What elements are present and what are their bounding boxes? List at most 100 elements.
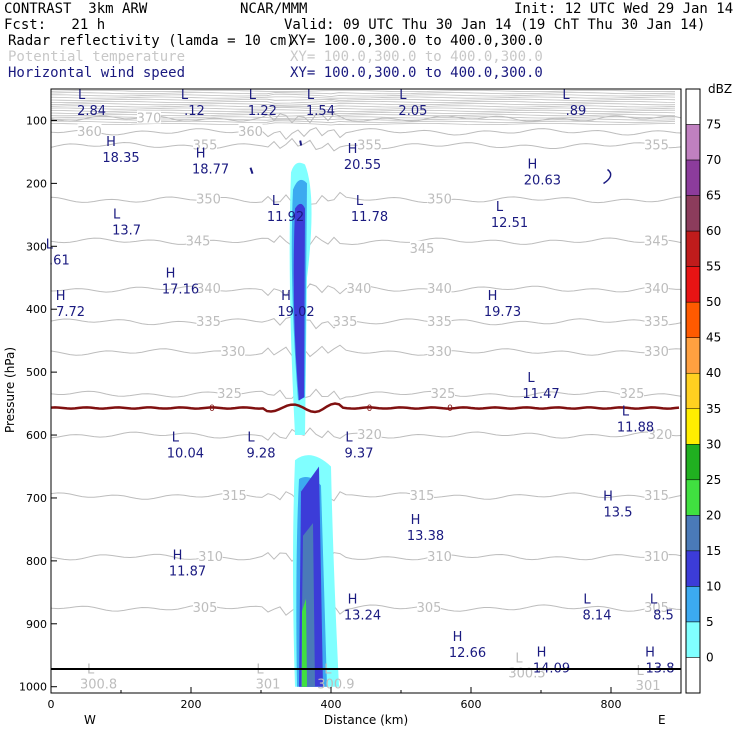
axes: 0 200 400 600 800 100 200 300 400 500 600 700 800 900… (19, 114, 682, 711)
theta-contour-345 (51, 234, 681, 247)
wind-extremum-value: 12.66 (449, 646, 486, 661)
x-tick-label: 200 (181, 698, 202, 711)
theta-contours (51, 113, 681, 616)
theta-label-bg (427, 281, 452, 295)
theta-label-bg (193, 600, 217, 614)
theta-label: 325 (431, 387, 456, 402)
wind-extremum-letter: H (196, 146, 206, 161)
wind-extremum-value: 18.35 (102, 151, 139, 166)
y-tick-label: 900 (26, 618, 47, 631)
theta-contour-350 (51, 191, 681, 205)
theta-label-bg (221, 343, 245, 357)
wind-extremum-value: 2.05 (398, 104, 427, 119)
theta-contour-335 (51, 316, 681, 330)
theta-label: 360 (77, 125, 102, 140)
wind-extremum-value: 20.55 (344, 158, 381, 173)
wind-extremum-letter: L (78, 88, 86, 103)
stratosphere-line (51, 92, 676, 95)
y-tick-label: 800 (26, 555, 47, 568)
x-end-east: E (658, 713, 666, 727)
center-name: NCAR/MMM (240, 1, 308, 17)
wind-extremum-letter: L (249, 88, 257, 103)
theta-label: 340 (427, 282, 452, 297)
colorbar-level-label: 50 (706, 295, 721, 309)
theta-label-bg (347, 281, 371, 295)
theta-label: 340 (644, 282, 669, 297)
colorbar-swatch (685, 372, 701, 410)
theta-label-bg (417, 600, 441, 614)
stratosphere-line (51, 98, 676, 101)
wind-extremum-value: 13.24 (344, 608, 381, 623)
colorbar-level-label: 25 (706, 473, 721, 487)
theta-extremum-value: 301 (256, 677, 281, 692)
wind-extremum-letter: L (307, 88, 315, 103)
reflectivity-lower-25dbz (302, 598, 307, 687)
stratosphere-line (51, 106, 676, 111)
colorbar-level-label: 15 (706, 544, 721, 558)
wind-extremum-letter: L (356, 194, 364, 209)
stratosphere-line (51, 96, 676, 99)
theta-extremum-value: 300.9 (317, 677, 354, 692)
theta-label-bg (644, 233, 669, 247)
y-axis-label: Pressure (hPa) (3, 347, 17, 433)
wind-contour-dot (299, 140, 303, 146)
wind-extremum-letter: H (281, 289, 291, 304)
wind-extremum-letter: H (348, 592, 358, 607)
theta-label-bg (644, 343, 669, 357)
theta-label: 335 (644, 315, 669, 330)
reflectivity-cell-15dbz (293, 203, 305, 401)
stratosphere-line (51, 109, 675, 113)
wind-contour-dot (249, 167, 254, 174)
y-tick-label: 500 (26, 366, 47, 379)
theta-label: 320 (357, 428, 382, 443)
y-tick-label: 1000 (19, 681, 47, 694)
wind-extremum-letter: L (272, 194, 280, 209)
colorbar-swatch (685, 124, 701, 161)
y-tick-label: 300 (26, 240, 47, 253)
wind-extremum-value: 11.92 (267, 210, 304, 225)
y-tick-label: 100 (26, 114, 47, 127)
wind-extremum-value: 2.84 (77, 104, 106, 119)
theta-label: 320 (648, 428, 673, 443)
theta-label: 345 (410, 242, 435, 257)
theta-label-bg (222, 488, 247, 502)
zero-wind-line (51, 402, 680, 414)
theta-label-bg (620, 386, 644, 400)
x-tick-label: 600 (461, 698, 482, 711)
theta-label: 350 (196, 193, 221, 208)
wind-extremum-value: 13.38 (407, 529, 444, 544)
theta-label: 305 (417, 601, 442, 616)
colorbar-level-label: 10 (706, 579, 721, 593)
x-tick-label: 400 (321, 698, 342, 711)
wind-extremum-letter: H (537, 645, 547, 660)
wind-extremum-value: 1.22 (248, 104, 277, 119)
wind-extremum-letter: H (528, 158, 538, 173)
theta-label: 355 (357, 139, 382, 154)
colorbar-swatch (685, 195, 701, 232)
colorbar-unit: dBZ (708, 82, 732, 96)
theta-label-bg (427, 313, 452, 327)
wind-extremum-letter: L (247, 431, 255, 446)
theta-contour-330 (51, 344, 681, 358)
theta-label: 310 (427, 550, 452, 565)
theta-label: 355 (644, 139, 669, 154)
wind-extremum-letter: H (348, 142, 358, 157)
reflectivity-column (289, 162, 339, 687)
colorbar-swatch (685, 657, 701, 694)
valid-time: Valid: 09 UTC Thu 30 Jan 14 (19 ChT Thu … (284, 17, 706, 33)
y-tick-label: 200 (26, 177, 47, 190)
colorbar-frame (685, 88, 701, 694)
colorbar-level-label: 0 (706, 650, 714, 664)
x-tick-label: 0 (48, 698, 55, 711)
theta-label: 315 (222, 489, 247, 504)
wind-extremum-letter: L (172, 431, 180, 446)
wind-extremum-letter: H (173, 548, 183, 563)
colorbar-swatch (685, 550, 701, 587)
colorbar-swatch (685, 479, 701, 516)
colorbar-level-label: 35 (706, 402, 721, 416)
wind-extremum-letter: L (562, 88, 570, 103)
wind-extremum-value: 13.5 (604, 505, 633, 520)
wind-extremum-letter: L (496, 200, 504, 215)
theta-label-bg (644, 549, 669, 563)
theta-label: 340 (347, 282, 372, 297)
